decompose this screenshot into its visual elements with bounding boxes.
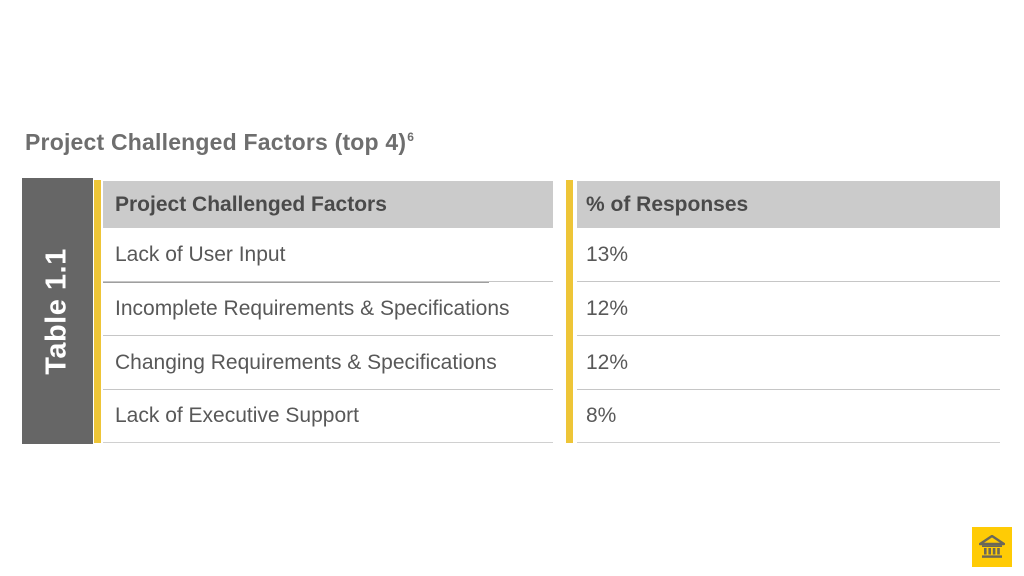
response-cell: 12% [586,296,629,320]
column-header-factors: Project Challenged Factors [103,181,553,228]
accent-bar-right [566,180,573,443]
table-row: 13% [577,228,1000,282]
page-title-text: Project Challenged Factors (top 4) [25,129,407,155]
response-cell: 12% [586,350,629,374]
table-row: 12% [577,282,1000,336]
bank-icon [979,535,1005,559]
row-divider-accent [103,282,489,283]
factors-column: Project Challenged Factors Lack of User … [103,181,553,443]
column-header-responses: % of Responses [577,181,1000,228]
table-row: Changing Requirements & Specifications [103,336,553,390]
factor-cell: Incomplete Requirements & Specifications [115,296,510,320]
response-cell: 8% [586,404,617,427]
table-row: Incomplete Requirements & Specifications [103,282,553,336]
table-row: Lack of Executive Support [103,390,553,443]
factor-cell: Lack of Executive Support [115,404,359,427]
table-side-label: Table 1.1 [41,247,73,375]
footnote-superscript: 6 [407,130,415,144]
response-cell: 13% [586,242,629,266]
factor-cell: Lack of User Input [115,242,286,266]
table-row: 8% [577,390,1000,443]
bank-icon-button[interactable] [972,527,1012,567]
accent-bar-left [94,180,101,443]
table-row: 12% [577,336,1000,390]
factor-cell: Changing Requirements & Specifications [115,350,497,374]
responses-column: % of Responses 13% 12% 12% 8% [577,181,1000,443]
table-side-bar: Table 1.1 [22,178,93,444]
page-title: Project Challenged Factors (top 4)6 [25,129,414,156]
table-row: Lack of User Input [103,228,553,282]
